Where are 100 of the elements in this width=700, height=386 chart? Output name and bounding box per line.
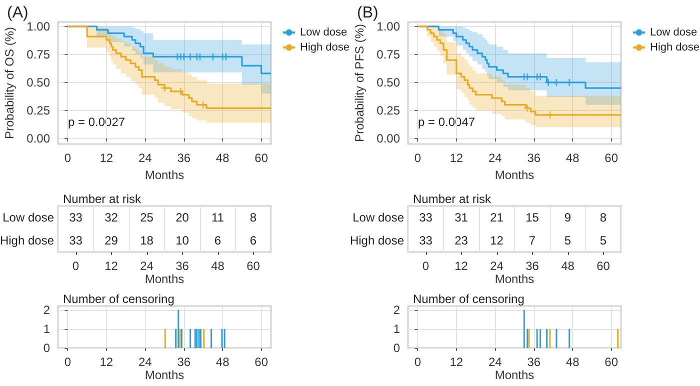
- legend-label: High dose: [300, 42, 350, 54]
- x-tick-label: 36: [177, 355, 191, 369]
- x-tick-label: 12: [100, 355, 114, 369]
- y-tick-label: 1: [43, 322, 50, 336]
- legend-label: Low dose: [650, 26, 698, 38]
- y-tick-label: 0.75: [26, 47, 50, 62]
- x-tick-label: 60: [246, 259, 260, 273]
- x-tick-label: 24: [490, 259, 504, 273]
- data-label: 6: [250, 234, 257, 248]
- x-tick-label: 36: [527, 151, 541, 165]
- y-tick-label: 0: [393, 341, 400, 355]
- x-tick-label: 0: [422, 259, 430, 273]
- data-label: 33: [419, 210, 433, 224]
- data-label: 29: [104, 234, 118, 248]
- x-tick-label: 24: [140, 259, 154, 273]
- y-tick-label: 1: [393, 322, 400, 336]
- y-tick-label: 2: [43, 302, 50, 317]
- y-tick-label: 2: [393, 302, 400, 317]
- x-tick-label: 48: [216, 151, 230, 165]
- data-label: 7: [528, 234, 536, 248]
- data-label: 8: [250, 210, 257, 224]
- x-tick-label: 60: [254, 355, 268, 369]
- data-label: 32: [104, 210, 118, 224]
- x-tick-label: 36: [527, 355, 541, 369]
- point: [544, 78, 552, 86]
- x-axis-title: Months: [144, 368, 184, 382]
- x-tick-label: 12: [104, 259, 118, 273]
- y-tick-label: 0.50: [26, 75, 50, 90]
- y-tick-label: 0.25: [26, 103, 50, 118]
- x-tick-label: 12: [100, 151, 114, 165]
- x-tick-label: 48: [566, 355, 580, 369]
- x-axis-title: Months: [144, 272, 184, 286]
- x-tick-label: 0: [72, 259, 80, 273]
- y-tick-label: Low dose: [352, 210, 404, 224]
- data-label: 10: [176, 234, 190, 248]
- data-label: 21: [490, 210, 504, 224]
- data-label: 31: [454, 210, 468, 224]
- legend-label: High dose: [650, 42, 700, 54]
- x-tick-label: 48: [566, 151, 580, 165]
- data-label: 15: [526, 210, 540, 224]
- x-tick-label: 12: [454, 259, 468, 273]
- chart-title: Number at risk: [63, 192, 142, 206]
- y-tick-label: 0.00: [376, 131, 400, 146]
- x-tick-label: 48: [216, 355, 230, 369]
- y-tick-label: 0.75: [376, 47, 400, 62]
- data-label: 23: [454, 234, 468, 248]
- x-tick-label: 60: [596, 259, 610, 273]
- data-label: 9: [564, 210, 572, 224]
- point: [177, 88, 184, 95]
- y-axis-title: Probability of PFS (%): [352, 24, 367, 142]
- x-tick-label: 36: [177, 151, 191, 165]
- x-tick-label: 12: [450, 355, 464, 369]
- data-label: 11: [212, 210, 224, 224]
- x-tick-label: 36: [176, 259, 190, 273]
- x-axis-title: Months: [494, 272, 534, 286]
- y-tick-label: 0.25: [376, 103, 400, 118]
- x-axis-title: Months: [144, 168, 184, 182]
- x-axis-title: Months: [494, 168, 534, 182]
- x-tick-label: 24: [488, 151, 502, 165]
- data-label: 33: [69, 234, 83, 248]
- data-label: 5: [600, 234, 607, 248]
- x-tick-label: 60: [254, 151, 268, 165]
- data-label: 18: [140, 234, 154, 248]
- x-tick-label: 0: [414, 151, 422, 165]
- chart-title: (A): [7, 4, 28, 22]
- x-tick-label: 60: [604, 151, 618, 165]
- chart-title: Number of censoring: [413, 292, 524, 306]
- point: [566, 78, 573, 86]
- legend-label: Low dose: [300, 26, 348, 38]
- data-label: 6: [214, 234, 222, 248]
- x-tick-label: 0: [414, 355, 422, 369]
- chart-title: Number at risk: [413, 192, 492, 206]
- x-tick-label: 24: [138, 355, 152, 369]
- x-tick-label: 48: [561, 259, 575, 273]
- x-tick-label: 24: [488, 355, 502, 369]
- y-tick-label: 1.00: [26, 19, 50, 34]
- y-tick-label: 0.00: [26, 131, 50, 146]
- x-tick-label: 0: [64, 355, 72, 369]
- x-tick-label: 36: [526, 259, 540, 273]
- x-tick-label: 12: [450, 151, 464, 165]
- data-label: 8: [600, 210, 607, 224]
- data-label: 25: [140, 210, 154, 224]
- chart-title: (B): [357, 4, 378, 22]
- x-tick-label: 48: [211, 259, 225, 273]
- x-tick-label: 0: [64, 151, 72, 165]
- x-tick-label: 24: [138, 151, 152, 165]
- data-label: 20: [176, 210, 190, 224]
- y-tick-label: 0: [43, 341, 50, 355]
- data-label: 5: [564, 234, 572, 248]
- y-tick-label: 1.00: [376, 19, 400, 34]
- y-tick-label: High dose: [350, 234, 404, 248]
- y-axis-title: Probability of OS (%): [2, 26, 17, 140]
- y-tick-label: High dose: [0, 234, 54, 248]
- y-tick-label: 0.50: [376, 75, 400, 90]
- y-tick-label: Low dose: [2, 210, 54, 224]
- x-axis-title: Months: [494, 368, 534, 382]
- chart-title: Number of censoring: [63, 292, 174, 306]
- x-tick-label: 60: [604, 355, 618, 369]
- data-label: 12: [490, 234, 504, 248]
- data-label: 33: [419, 234, 433, 248]
